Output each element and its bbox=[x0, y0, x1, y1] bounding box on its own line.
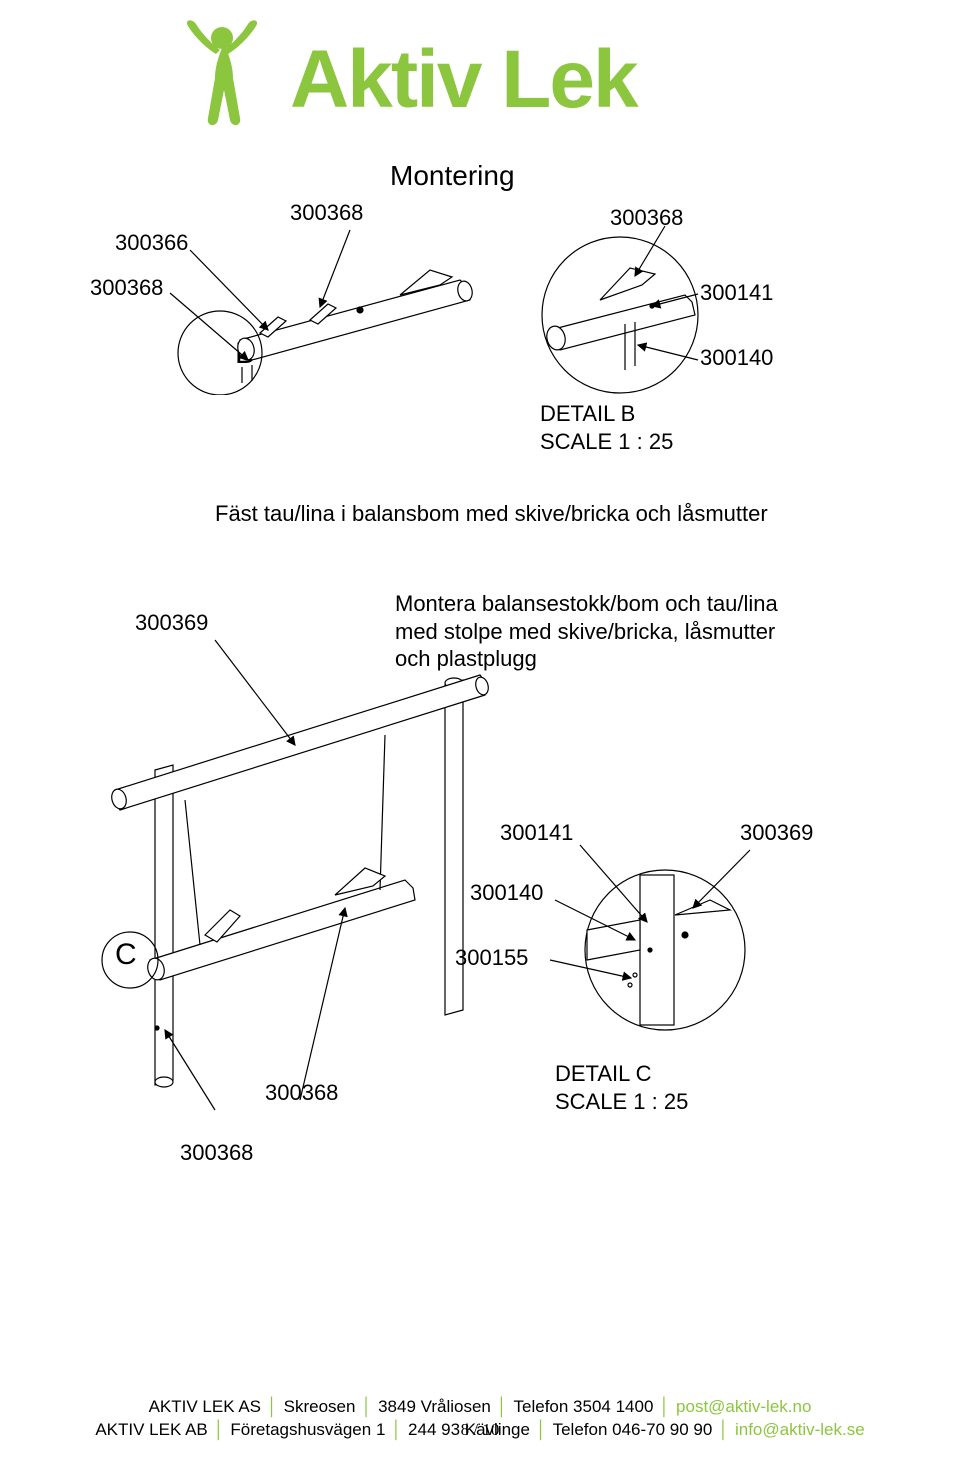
separator-icon: │ bbox=[659, 1397, 670, 1416]
logo-figure-icon bbox=[170, 20, 280, 140]
caption-c-line1: DETAIL C bbox=[555, 1060, 688, 1088]
brand-logo: Aktiv Lek bbox=[170, 20, 637, 140]
caption-detail-b: DETAIL B SCALE 1 : 25 bbox=[540, 400, 673, 455]
marker-C: C bbox=[115, 938, 137, 972]
page-container: Aktiv Lek Montering 300366 300368 300368… bbox=[0, 0, 960, 1462]
diagram-c-detail bbox=[535, 830, 815, 1055]
brand-text: Aktiv Lek bbox=[290, 33, 637, 127]
label-300368-left: 300368 bbox=[90, 275, 163, 301]
f1-email: post@aktiv-lek.no bbox=[676, 1397, 811, 1416]
label-c-300140: 300140 bbox=[470, 880, 543, 906]
page-footer: AKTIV LEK AS │ Skreosen │ 3849 Vråliosen │ Tel… bbox=[0, 1396, 960, 1442]
diagram-b-assembly bbox=[160, 225, 500, 400]
separator-icon: │ bbox=[361, 1397, 372, 1416]
caption-detail-c: DETAIL C SCALE 1 : 25 bbox=[555, 1060, 688, 1115]
label-300368-top: 300368 bbox=[290, 200, 363, 226]
caption-c-line2: SCALE 1 : 25 bbox=[555, 1088, 688, 1116]
label-c-300368-b: 300368 bbox=[180, 1140, 253, 1166]
f1-p2: 3849 Vråliosen bbox=[378, 1397, 491, 1416]
f1-p3: Telefon 3504 1400 bbox=[514, 1397, 654, 1416]
diagram-c-frame bbox=[85, 580, 505, 1125]
f1-p0: AKTIV LEK AS bbox=[149, 1397, 261, 1416]
separator-icon: │ bbox=[497, 1397, 508, 1416]
separator-icon: │ bbox=[267, 1397, 278, 1416]
caption-b-line2: SCALE 1 : 25 bbox=[540, 428, 673, 456]
page-number: 8 / 10 bbox=[0, 1419, 960, 1442]
footer-line1: AKTIV LEK AS │ Skreosen │ 3849 Vråliosen │ Tel… bbox=[0, 1396, 960, 1419]
instruction-b: Fäst tau/lina i balansbom med skive/bric… bbox=[215, 500, 768, 528]
label-c-300141: 300141 bbox=[500, 820, 573, 846]
diagram-b-detail bbox=[520, 210, 780, 415]
page-title: Montering bbox=[390, 160, 515, 192]
label-c-300155: 300155 bbox=[455, 945, 528, 971]
f1-p1: Skreosen bbox=[284, 1397, 356, 1416]
label-c-300368-a: 300368 bbox=[265, 1080, 338, 1106]
label-c-300369: 300369 bbox=[740, 820, 813, 846]
caption-b-line1: DETAIL B bbox=[540, 400, 673, 428]
